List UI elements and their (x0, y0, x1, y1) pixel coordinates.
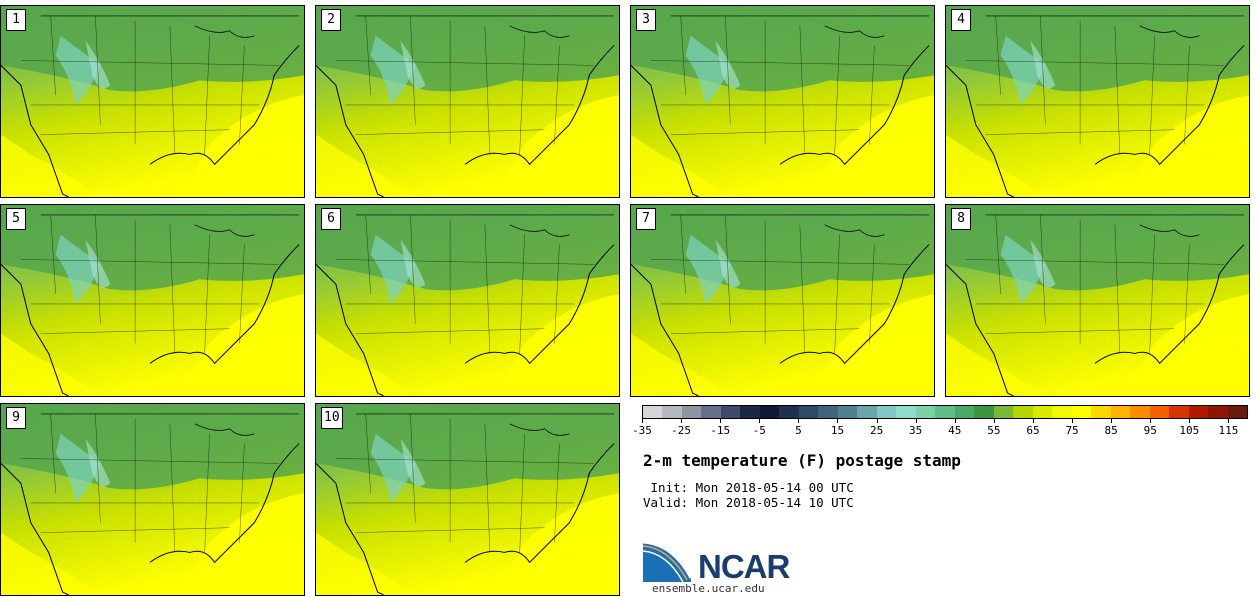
colorbar-swatch (915, 406, 936, 418)
ensemble-member-map: 6 (315, 204, 620, 397)
colorbar-swatch (935, 406, 955, 418)
colorbar-swatch (701, 406, 721, 418)
colorbar-tick (798, 419, 800, 423)
colorbar-tick (1189, 419, 1191, 423)
colorbar-swatch (1169, 406, 1189, 418)
colorbar-tick (837, 419, 839, 423)
member-number-label: 1 (6, 9, 26, 31)
colorbar-swatch (837, 406, 858, 418)
plot-title: 2-m temperature (F) postage stamp (643, 451, 961, 470)
colorbar-tick (915, 419, 917, 423)
temperature-colorbar (642, 405, 1248, 419)
colorbar-tick (993, 419, 995, 423)
colorbar-tick (1150, 419, 1152, 423)
colorbar-swatch (993, 406, 1014, 418)
logo-wordmark: NCAR (698, 548, 790, 585)
colorbar-swatch (1208, 406, 1228, 418)
colorbar-swatch (1013, 406, 1033, 418)
member-number-label: 4 (951, 9, 971, 31)
member-number-label: 10 (321, 407, 343, 429)
colorbar-tick-label: -15 (710, 424, 731, 437)
colorbar-swatch (779, 406, 799, 418)
colorbar-tick-label: -5 (752, 424, 766, 437)
colorbar-swatch (1032, 406, 1053, 418)
colorbar-swatch (643, 406, 663, 418)
ensemble-member-map: 3 (630, 5, 935, 198)
ensemble-member-map: 2 (315, 5, 620, 198)
colorbar-swatch (896, 406, 916, 418)
member-number-label: 2 (321, 9, 341, 31)
ncar-logo-icon (643, 540, 693, 582)
colorbar-tick-label: 85 (1104, 424, 1118, 437)
colorbar-tick-label: 35 (909, 424, 923, 437)
colorbar-tick-label: 95 (1143, 424, 1157, 437)
colorbar-tick-label: 75 (1065, 424, 1079, 437)
colorbar-tick-label: 65 (1026, 424, 1040, 437)
colorbar-tick (720, 419, 722, 423)
colorbar-tick (759, 419, 761, 423)
ensemble-member-map: 8 (945, 204, 1250, 397)
colorbar-swatch (1052, 406, 1072, 418)
colorbar-swatch (1188, 406, 1209, 418)
colorbar-tick-label: 115 (1218, 424, 1239, 437)
colorbar-tick (954, 419, 956, 423)
colorbar-tick (1228, 419, 1230, 423)
member-number-label: 6 (321, 208, 341, 230)
colorbar-swatch (798, 406, 819, 418)
member-number-label: 7 (636, 208, 656, 230)
colorbar-swatch (818, 406, 838, 418)
logo-url: ensemble.ucar.edu (652, 582, 765, 595)
colorbar-swatch (876, 406, 897, 418)
colorbar-tick (681, 419, 683, 423)
colorbar-tick-label: 45 (948, 424, 962, 437)
ensemble-member-map: 7 (630, 204, 935, 397)
colorbar-swatch (1149, 406, 1170, 418)
colorbar-tick-label: 5 (795, 424, 802, 437)
member-number-label: 9 (6, 407, 26, 429)
colorbar-tick (642, 419, 643, 423)
colorbar-swatch (681, 406, 702, 418)
colorbar-tick-label: -35 (632, 424, 652, 437)
colorbar-tick (876, 419, 878, 423)
ensemble-member-map: 10 (315, 403, 620, 596)
colorbar-swatch (720, 406, 741, 418)
ensemble-member-map: 1 (0, 5, 305, 198)
colorbar-swatch (1130, 406, 1150, 418)
ensemble-member-map: 9 (0, 403, 305, 596)
colorbar-tick (1072, 419, 1074, 423)
colorbar-swatch (1227, 406, 1248, 418)
colorbar-tick-label: 105 (1179, 424, 1200, 437)
colorbar-swatch (954, 406, 975, 418)
colorbar-swatch (759, 406, 780, 418)
colorbar-swatch (1071, 406, 1092, 418)
valid-time: Valid: Mon 2018-05-14 10 UTC (643, 495, 854, 510)
colorbar-swatch (974, 406, 994, 418)
member-number-label: 3 (636, 9, 656, 31)
colorbar-tick-label: 25 (869, 424, 884, 437)
colorbar-swatch (1091, 406, 1111, 418)
colorbar-tick-label: 55 (987, 424, 1001, 437)
colorbar-tick (1032, 419, 1034, 423)
ensemble-member-map: 4 (945, 5, 1250, 198)
colorbar-swatch (662, 406, 682, 418)
colorbar-tick-label: 15 (830, 424, 845, 437)
colorbar-swatch (1110, 406, 1131, 418)
colorbar-tick (1111, 419, 1113, 423)
colorbar-ticks: -35 -25 -15 -5 5 15 25 35 45 55 65 75 85 95 105 115 (632, 419, 1248, 441)
colorbar-swatch (857, 406, 877, 418)
init-time: Init: Mon 2018-05-14 00 UTC (643, 480, 854, 495)
member-number-label: 5 (6, 208, 26, 230)
colorbar-swatch (740, 406, 760, 418)
colorbar-tick-label: -25 (671, 424, 692, 437)
ensemble-member-map: 5 (0, 204, 305, 397)
member-number-label: 8 (951, 208, 971, 230)
